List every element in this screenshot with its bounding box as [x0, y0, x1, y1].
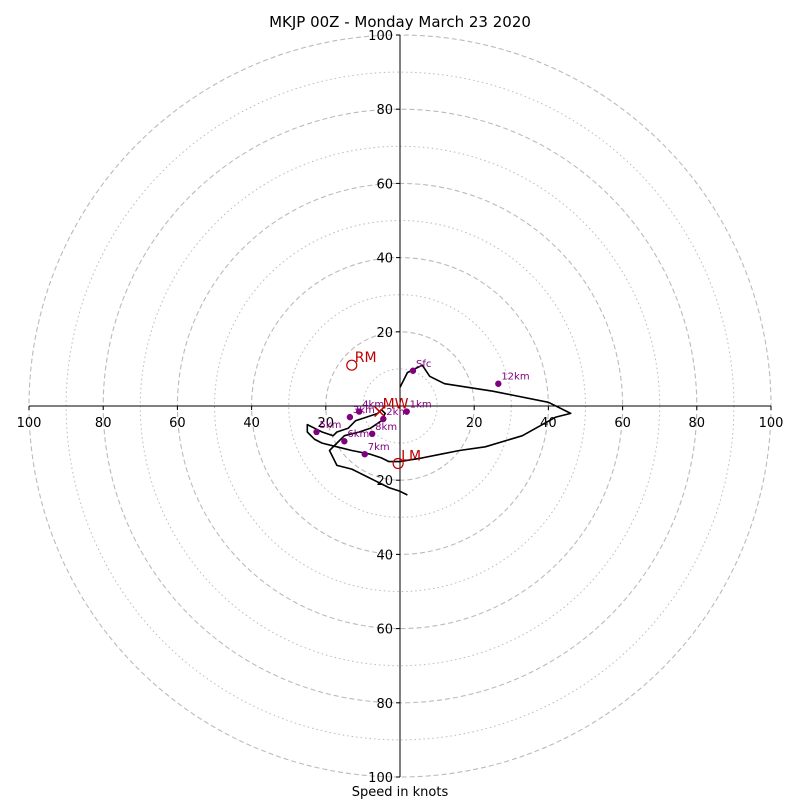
height-label-2km: 2km — [386, 407, 408, 418]
height-marker-5km — [313, 428, 320, 436]
y-tick-label: 100 — [368, 29, 393, 44]
storm-motion-label-MW: MW — [383, 397, 409, 413]
x-tick-label: 80 — [95, 416, 112, 431]
height-marker-Sfc — [409, 367, 417, 374]
storm-motion-label-RM: RM — [355, 350, 377, 366]
height-label-12km: 12km — [501, 372, 529, 383]
y-tick-label: 20 — [376, 474, 393, 489]
height-label-7km: 7km — [368, 442, 390, 453]
x-tick-label: 80 — [689, 416, 706, 431]
height-label-5km: 5km — [320, 420, 342, 431]
height-label-8km: 8km — [375, 422, 397, 433]
height-marker-12km — [495, 380, 502, 387]
y-tick-label: 40 — [376, 252, 393, 267]
x-axis-label: Speed in knots — [352, 785, 449, 800]
height-label-Sfc: Sfc — [416, 359, 431, 370]
x-tick-label: 60 — [614, 416, 631, 431]
height-marker-4km — [355, 408, 363, 415]
x-tick-label: 100 — [17, 416, 42, 431]
x-tick-label: 60 — [169, 416, 186, 431]
x-tick-label: 20 — [466, 416, 483, 431]
storm-motion-marker-LM — [392, 457, 404, 470]
height-marker-2km — [380, 415, 387, 423]
height-marker-8km — [368, 430, 376, 438]
height-label-3km: 3km — [353, 405, 375, 416]
hodograph-trace — [306, 364, 572, 496]
x-tick-label: 20 — [318, 416, 335, 431]
storm-motion-marker-RM — [346, 359, 358, 371]
height-label-1km: 1km — [410, 400, 432, 411]
y-tick-label: 100 — [368, 771, 393, 786]
y-tick-label: 80 — [376, 697, 393, 712]
height-marker-3km — [346, 413, 354, 421]
axes — [29, 35, 771, 777]
height-marker-7km — [361, 451, 368, 458]
y-tick-label: 80 — [376, 103, 393, 118]
x-tick-label: 100 — [759, 416, 784, 431]
storm-motion-markers: RM LM MW — [346, 350, 421, 470]
height-marker-1km — [403, 408, 410, 415]
x-tick-label: 40 — [243, 416, 260, 431]
y-tick-label: 20 — [376, 326, 393, 341]
height-label-4km: 4km — [362, 400, 384, 411]
storm-motion-marker-MW — [374, 406, 386, 418]
chart-title: MKJP 00Z - Monday March 23 2020 — [269, 13, 531, 31]
storm-motion-label-LM: LM — [401, 449, 421, 465]
y-tick-label: 40 — [376, 548, 393, 563]
y-tick-label: 60 — [376, 623, 393, 638]
height-label-6km: 6km — [347, 429, 369, 440]
height-marker-6km — [341, 438, 348, 445]
hodograph-line — [306, 364, 572, 496]
y-tick-label: 60 — [376, 177, 393, 192]
tick-labels: 100 80 60 40 20 20 40 60 80 100100806040202040608… — [17, 29, 784, 786]
